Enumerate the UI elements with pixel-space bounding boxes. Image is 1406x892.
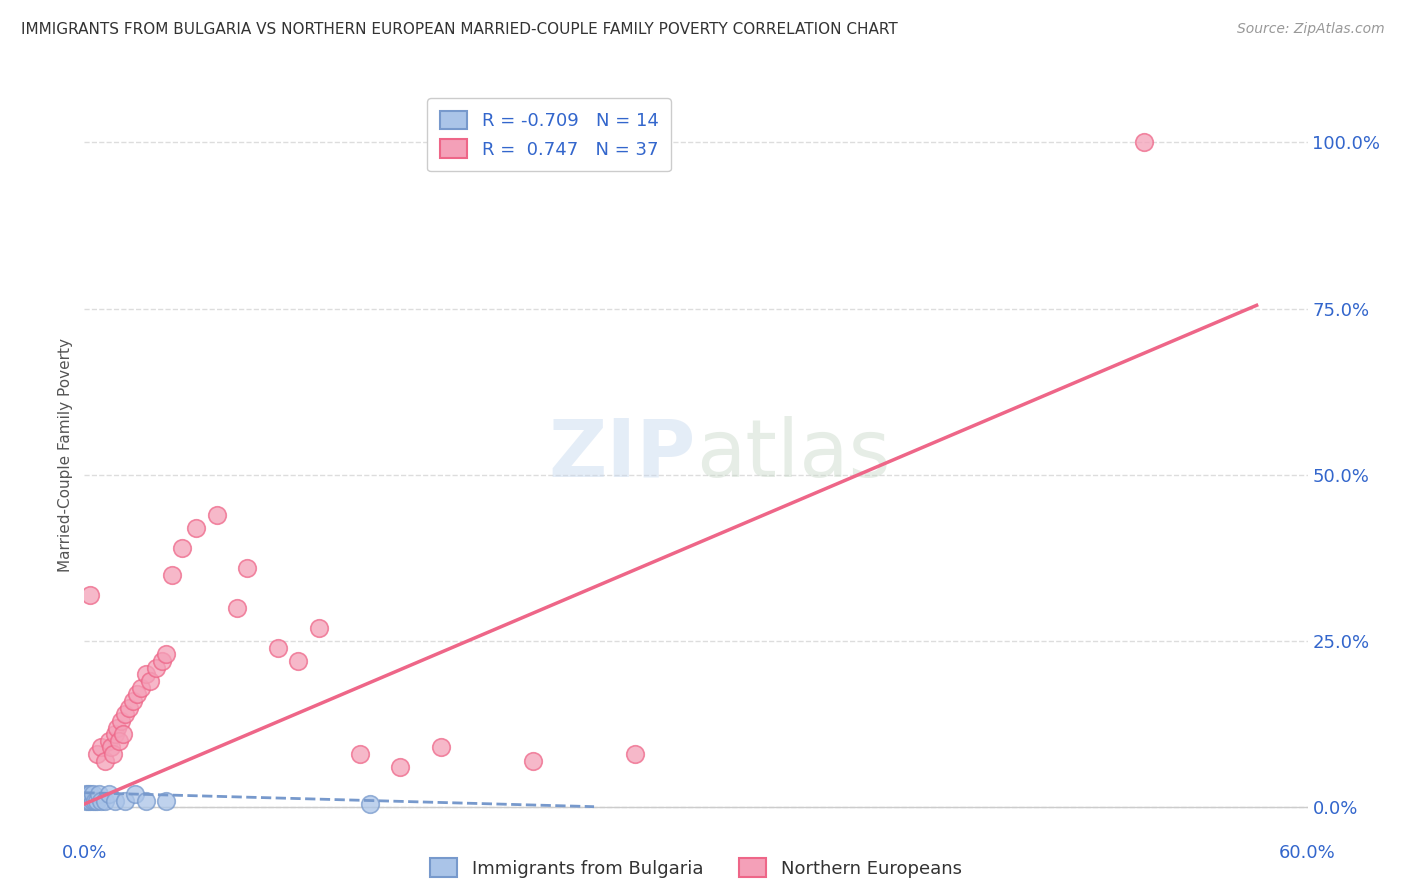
Y-axis label: Married-Couple Family Poverty: Married-Couple Family Poverty xyxy=(58,338,73,572)
Text: atlas: atlas xyxy=(696,416,890,494)
Point xyxy=(205,508,228,522)
Point xyxy=(186,521,208,535)
Point xyxy=(104,794,127,808)
Point xyxy=(135,794,157,808)
Legend: Immigrants from Bulgaria, Northern Europeans: Immigrants from Bulgaria, Northern Europ… xyxy=(423,851,969,885)
Point xyxy=(112,727,135,741)
Point xyxy=(79,794,101,808)
Point xyxy=(77,794,100,808)
Point xyxy=(105,721,128,735)
Point xyxy=(172,541,194,555)
Point xyxy=(155,794,177,808)
Point xyxy=(86,794,108,808)
Point xyxy=(114,794,136,808)
Point xyxy=(1133,136,1156,150)
Point xyxy=(90,794,112,808)
Text: IMMIGRANTS FROM BULGARIA VS NORTHERN EUROPEAN MARRIED-COUPLE FAMILY POVERTY CORR: IMMIGRANTS FROM BULGARIA VS NORTHERN EUR… xyxy=(21,22,898,37)
Point xyxy=(155,648,177,662)
Point xyxy=(522,754,544,768)
Point xyxy=(236,561,259,575)
Point xyxy=(160,567,183,582)
Point xyxy=(93,754,117,768)
Point xyxy=(86,747,108,761)
Point xyxy=(359,797,381,811)
Point xyxy=(145,661,167,675)
Text: Source: ZipAtlas.com: Source: ZipAtlas.com xyxy=(1237,22,1385,37)
Point xyxy=(108,734,131,748)
Point xyxy=(349,747,371,761)
Point xyxy=(82,794,104,808)
Point xyxy=(287,654,309,668)
Point xyxy=(624,747,647,761)
Point xyxy=(124,787,146,801)
Point xyxy=(93,794,117,808)
Text: ZIP: ZIP xyxy=(548,416,696,494)
Point xyxy=(75,787,97,801)
Point xyxy=(82,787,104,801)
Text: 60.0%: 60.0% xyxy=(1279,844,1336,862)
Point xyxy=(100,740,122,755)
Point xyxy=(83,794,105,808)
Point xyxy=(226,600,249,615)
Point xyxy=(308,621,330,635)
Point xyxy=(101,747,124,761)
Point xyxy=(87,787,110,801)
Point xyxy=(97,734,120,748)
Point xyxy=(79,787,101,801)
Point xyxy=(122,694,145,708)
Point xyxy=(90,740,112,755)
Point xyxy=(97,787,120,801)
Point xyxy=(131,681,153,695)
Point xyxy=(430,740,453,755)
Point xyxy=(150,654,173,668)
Point xyxy=(118,700,141,714)
Point xyxy=(110,714,132,728)
Point xyxy=(127,687,149,701)
Point xyxy=(267,640,290,655)
Point xyxy=(77,787,100,801)
Point xyxy=(135,667,157,681)
Text: 0.0%: 0.0% xyxy=(62,844,107,862)
Point xyxy=(104,727,127,741)
Point xyxy=(389,760,412,774)
Point xyxy=(138,673,160,688)
Point xyxy=(75,794,97,808)
Point xyxy=(79,588,101,602)
Point xyxy=(114,707,136,722)
